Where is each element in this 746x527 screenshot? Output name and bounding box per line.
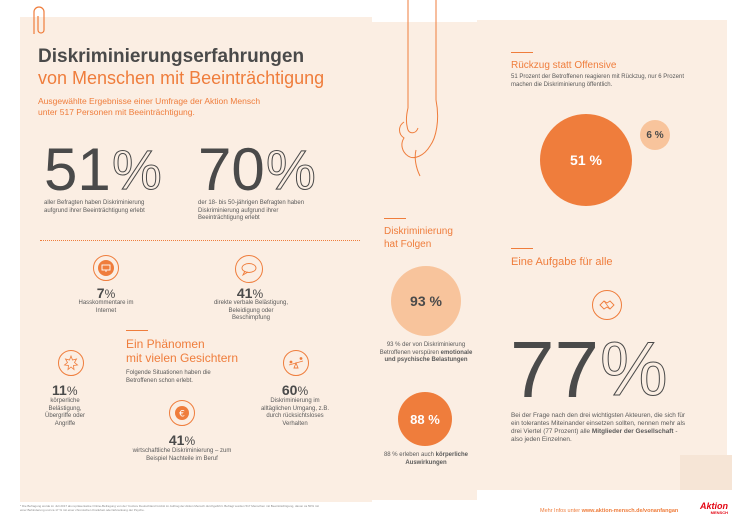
pointing-hand-icon	[399, 0, 439, 177]
footer-more: Mehr Infos unter www.aktion-mensch.de/vo…	[540, 508, 678, 514]
page-subtitle: von Menschen mit Beeinträchtigung	[38, 68, 325, 88]
phaenomen-title-2: mit vielen Gesichtern	[126, 351, 239, 365]
svg-text:€: €	[179, 410, 185, 420]
phaenomen-title-1: Ein Phänomen	[126, 337, 205, 351]
phaenomen-rule	[126, 330, 148, 331]
folgen-93-text-b: emotionale und psychische Belastungen	[384, 349, 473, 364]
aufgabe-title: Eine Aufgabe für alle	[511, 256, 613, 268]
stat-11: 11%	[52, 382, 102, 398]
aufgabe-text-a: Bei der Frage nach den drei wichtigsten …	[511, 412, 686, 435]
speech-bubble-icon	[235, 255, 263, 283]
rueckzug-title: Rückzug statt Offensive	[511, 60, 617, 71]
stat-41a-text: direkte verbale Belästigung, Beleidigung…	[213, 300, 289, 321]
circle-51: 51 %	[540, 114, 632, 206]
rueckzug-rule	[511, 52, 533, 53]
folgen-88-text: 88 % erleben auch körperliche Auswirkung…	[382, 452, 470, 467]
stat-70-text: der 18- bis 50-jährigen Befragten haben …	[198, 200, 305, 221]
stat-11-value: 11	[52, 382, 67, 398]
stat-7: 7%	[76, 285, 136, 301]
stat-70-value: 70	[198, 136, 265, 203]
stat-41b-text: wirtschaftliche Diskriminierung – zum Be…	[132, 448, 232, 462]
euro-coin-icon: €	[169, 400, 195, 426]
stat-41a-value: 41	[236, 285, 253, 301]
circle-88: 88 %	[398, 392, 452, 446]
stat-51-text: aller Befragten haben Diskriminierung au…	[44, 200, 145, 214]
stat-70-unit: %	[266, 138, 317, 201]
stat-41b: 41%	[152, 432, 212, 448]
stat-7-value: 7	[96, 285, 105, 301]
stat-51-value: 51	[44, 136, 111, 203]
aufgabe-text-b: Mitglieder der Gesellschaft	[591, 428, 674, 435]
logo-text-1: Aktion	[700, 501, 728, 511]
stat-11-unit: %	[66, 384, 78, 398]
folgen-title-2: hat Folgen	[384, 239, 432, 250]
paperclip-icon	[33, 6, 45, 34]
right-paper	[477, 20, 727, 490]
stat-7-unit: %	[104, 287, 116, 301]
phaenomen-intro: Folgende Situationen haben die Betroffen…	[126, 370, 211, 384]
explosion-icon	[58, 350, 84, 376]
aktion-mensch-logo: Aktion MENSCH	[700, 502, 728, 515]
folgen-title-1: Diskriminierung	[384, 226, 453, 237]
circle-93-label: 93 %	[410, 293, 442, 309]
circle-6: 6 %	[640, 120, 670, 150]
stat-51-unit: %	[112, 138, 163, 201]
footer-more-prefix: Mehr Infos unter	[540, 508, 581, 514]
folgen-88-text-a: 88 % erleben auch	[383, 452, 434, 458]
footer-note: * Die Befragung wurde im Juli 2017 als r…	[20, 504, 319, 512]
footer-more-link[interactable]: www.aktion-mensch.de/vonanfangan	[581, 508, 679, 514]
stat-77-unit: %	[600, 327, 669, 412]
circle-51-label: 51 %	[570, 152, 602, 168]
stat-41b-unit: %	[184, 434, 196, 448]
stat-7-text: Hasskommentare im Internet	[78, 300, 134, 314]
folgen-rule	[384, 218, 406, 219]
folgen-88-text-b: körperliche Auswirkungen	[405, 452, 469, 466]
handshake-icon	[592, 290, 622, 320]
logo-text-2: MENSCH	[710, 510, 728, 515]
circle-93: 93 %	[391, 266, 461, 336]
stat-60-value: 60	[281, 382, 298, 398]
stat-41a: 41%	[220, 285, 280, 301]
circle-88-label: 88 %	[410, 411, 440, 427]
stat-41a-unit: %	[252, 287, 264, 301]
stat-41b-value: 41	[168, 432, 185, 448]
aufgabe-rule	[511, 248, 533, 249]
page-title: Diskriminierungserfahrungen	[38, 46, 305, 67]
stat-60-unit: %	[297, 384, 309, 398]
folgen-93-text-a: 93 % der von Diskriminierung Betroffenen…	[379, 342, 466, 356]
stat-60: 60%	[265, 382, 325, 398]
intro-text: Ausgewählte Ergebnisse einer Umfrage der…	[38, 96, 261, 117]
stat-77-value: 77	[510, 325, 599, 414]
circle-6-label: 6 %	[646, 129, 664, 141]
divider-dotted	[40, 240, 360, 241]
seesaw-icon	[283, 350, 309, 376]
note-paper	[680, 455, 732, 490]
aufgabe-text: Bei der Frage nach den drei wichtigsten …	[511, 412, 689, 444]
monitor-icon	[93, 255, 119, 281]
rueckzug-text: 51 Prozent der Betroffenen reagieren mit…	[511, 74, 684, 88]
stat-60-text: Diskriminierung im alltäglichen Umgang, …	[260, 398, 330, 427]
left-paper	[20, 17, 372, 502]
folgen-93-text: 93 % der von Diskriminierung Betroffenen…	[378, 342, 474, 365]
stat-11-text: körperliche Belästigung, Übergriffe oder…	[45, 398, 85, 427]
aufgabe-text-c: - also jeden Einzelnen.	[511, 428, 678, 443]
